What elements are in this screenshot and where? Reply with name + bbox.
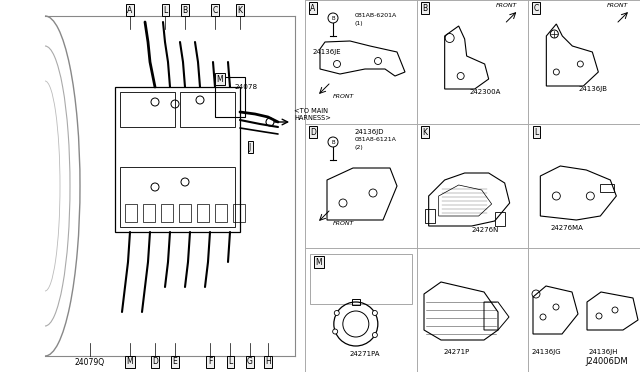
Text: E: E xyxy=(173,357,177,366)
Bar xyxy=(125,204,137,222)
Circle shape xyxy=(333,329,338,334)
Text: 081AB-6201A: 081AB-6201A xyxy=(355,13,397,17)
Text: FRONT: FRONT xyxy=(495,3,517,8)
Text: C: C xyxy=(212,6,218,15)
Text: B: B xyxy=(182,6,188,15)
Circle shape xyxy=(372,311,378,315)
Text: 24078: 24078 xyxy=(234,84,257,90)
Text: FRONT: FRONT xyxy=(333,94,355,99)
Text: J: J xyxy=(249,142,251,151)
Text: K: K xyxy=(237,6,243,15)
Text: G: G xyxy=(247,357,253,366)
Bar xyxy=(425,209,435,223)
Text: (1): (1) xyxy=(355,20,364,26)
Bar xyxy=(115,87,240,232)
Bar xyxy=(310,254,412,304)
Text: M: M xyxy=(127,357,133,366)
Text: A: A xyxy=(127,6,132,15)
Text: (2): (2) xyxy=(355,144,364,150)
Text: 242300A: 242300A xyxy=(470,89,501,95)
Text: J24006DM: J24006DM xyxy=(586,357,628,366)
Bar xyxy=(180,92,235,127)
Text: 24271PA: 24271PA xyxy=(350,351,380,357)
Text: B: B xyxy=(422,3,428,13)
Text: A: A xyxy=(310,3,316,13)
Bar xyxy=(120,167,235,227)
Text: 24136JD: 24136JD xyxy=(355,129,385,135)
Text: M: M xyxy=(217,74,223,83)
Bar xyxy=(120,92,175,127)
Text: H: H xyxy=(265,357,271,366)
Text: C: C xyxy=(534,3,539,13)
Text: 24276N: 24276N xyxy=(472,227,499,233)
Text: 24136JH: 24136JH xyxy=(589,349,618,355)
Text: 24271P: 24271P xyxy=(444,349,470,355)
Text: 24136JG: 24136JG xyxy=(532,349,562,355)
Bar xyxy=(161,204,173,222)
Text: B: B xyxy=(331,16,335,20)
Bar xyxy=(179,204,191,222)
Text: 24079Q: 24079Q xyxy=(75,357,105,366)
Bar xyxy=(233,204,245,222)
Bar xyxy=(197,204,209,222)
Text: FRONT: FRONT xyxy=(333,221,355,226)
Text: 24136JE: 24136JE xyxy=(313,49,342,55)
Bar xyxy=(352,299,360,305)
Bar xyxy=(215,77,245,117)
Circle shape xyxy=(372,333,378,337)
Text: D: D xyxy=(310,128,316,137)
Circle shape xyxy=(334,311,339,315)
Text: F: F xyxy=(208,357,212,366)
Text: L: L xyxy=(534,128,538,137)
Bar xyxy=(495,212,505,226)
Text: M: M xyxy=(316,258,323,267)
Text: L: L xyxy=(228,357,232,366)
Bar xyxy=(600,184,614,192)
Text: L: L xyxy=(163,6,167,15)
Bar xyxy=(143,204,155,222)
Text: 24136JB: 24136JB xyxy=(579,86,607,92)
Bar xyxy=(215,204,227,222)
Text: D: D xyxy=(152,357,158,366)
Text: 24276MA: 24276MA xyxy=(550,225,583,231)
Text: FRONT: FRONT xyxy=(607,3,628,8)
Text: <TO MAIN
HARNESS>: <TO MAIN HARNESS> xyxy=(294,108,331,121)
Text: K: K xyxy=(422,128,427,137)
Text: B: B xyxy=(331,140,335,144)
Text: 081A8-6121A: 081A8-6121A xyxy=(355,137,397,141)
